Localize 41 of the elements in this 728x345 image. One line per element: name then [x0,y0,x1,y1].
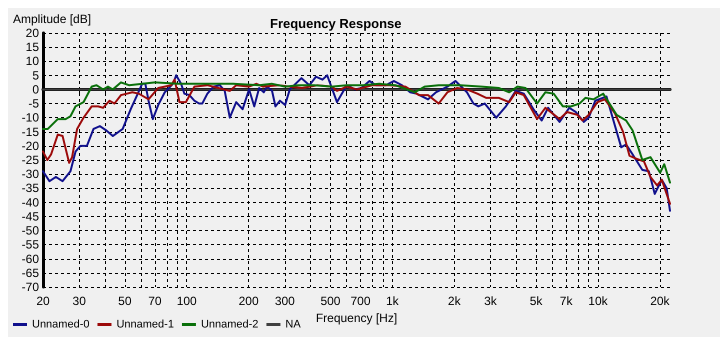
x-tick-label: 20k [650,294,671,308]
x-tick-label: 7k [560,294,574,308]
x-tick-label: 70 [148,294,162,308]
x-tick-label: 50 [118,294,132,308]
x-tick-label: 100 [176,294,198,308]
y-tick-label: -60 [22,252,40,266]
y-tick-label: 20 [26,26,40,40]
y-tick-label: -10 [22,110,40,125]
legend-label: Unnamed-2 [200,318,258,330]
y-tick-label: -25 [22,153,40,167]
legend-label: NA [285,318,302,330]
y-axis-title: Amplitude [dB] [13,12,92,26]
y-tick-label: -40 [22,195,40,210]
x-tick-label: 30 [72,294,86,308]
y-tick-label: -20 [22,138,40,153]
chart-title: Frequency Response [270,16,402,31]
y-tick-label: -45 [22,209,40,224]
y-tick-label: 0 [32,82,40,96]
x-tick-label: 700 [350,294,371,308]
x-tick-label: 10k [588,294,609,308]
x-axis-title: Frequency [Hz] [316,311,398,325]
x-tick-label: 1k [386,294,400,308]
x-tick-label: 3k [484,294,498,308]
legend-label: Unnamed-0 [32,318,90,330]
y-tick-label: -70 [22,280,40,294]
x-tick-label: 2k [448,294,462,308]
y-tick-label: -35 [22,181,40,196]
legend-label: Unnamed-1 [116,318,174,330]
y-tick-label: -5 [28,96,40,111]
y-tick-label: -55 [22,238,40,252]
y-tick-label: -50 [22,224,40,238]
y-tick-label: 5 [32,68,40,82]
x-tick-label: 5k [530,294,544,308]
y-tick-label: 15 [26,40,40,54]
x-tick-label: 300 [274,294,296,308]
y-tick-label: -15 [22,124,40,139]
y-tick-label: -65 [22,266,40,280]
y-tick-label: 10 [26,54,40,68]
x-tick-label: 200 [238,294,259,308]
y-tick-label: -30 [22,167,40,182]
x-tick-label: 500 [320,294,341,308]
